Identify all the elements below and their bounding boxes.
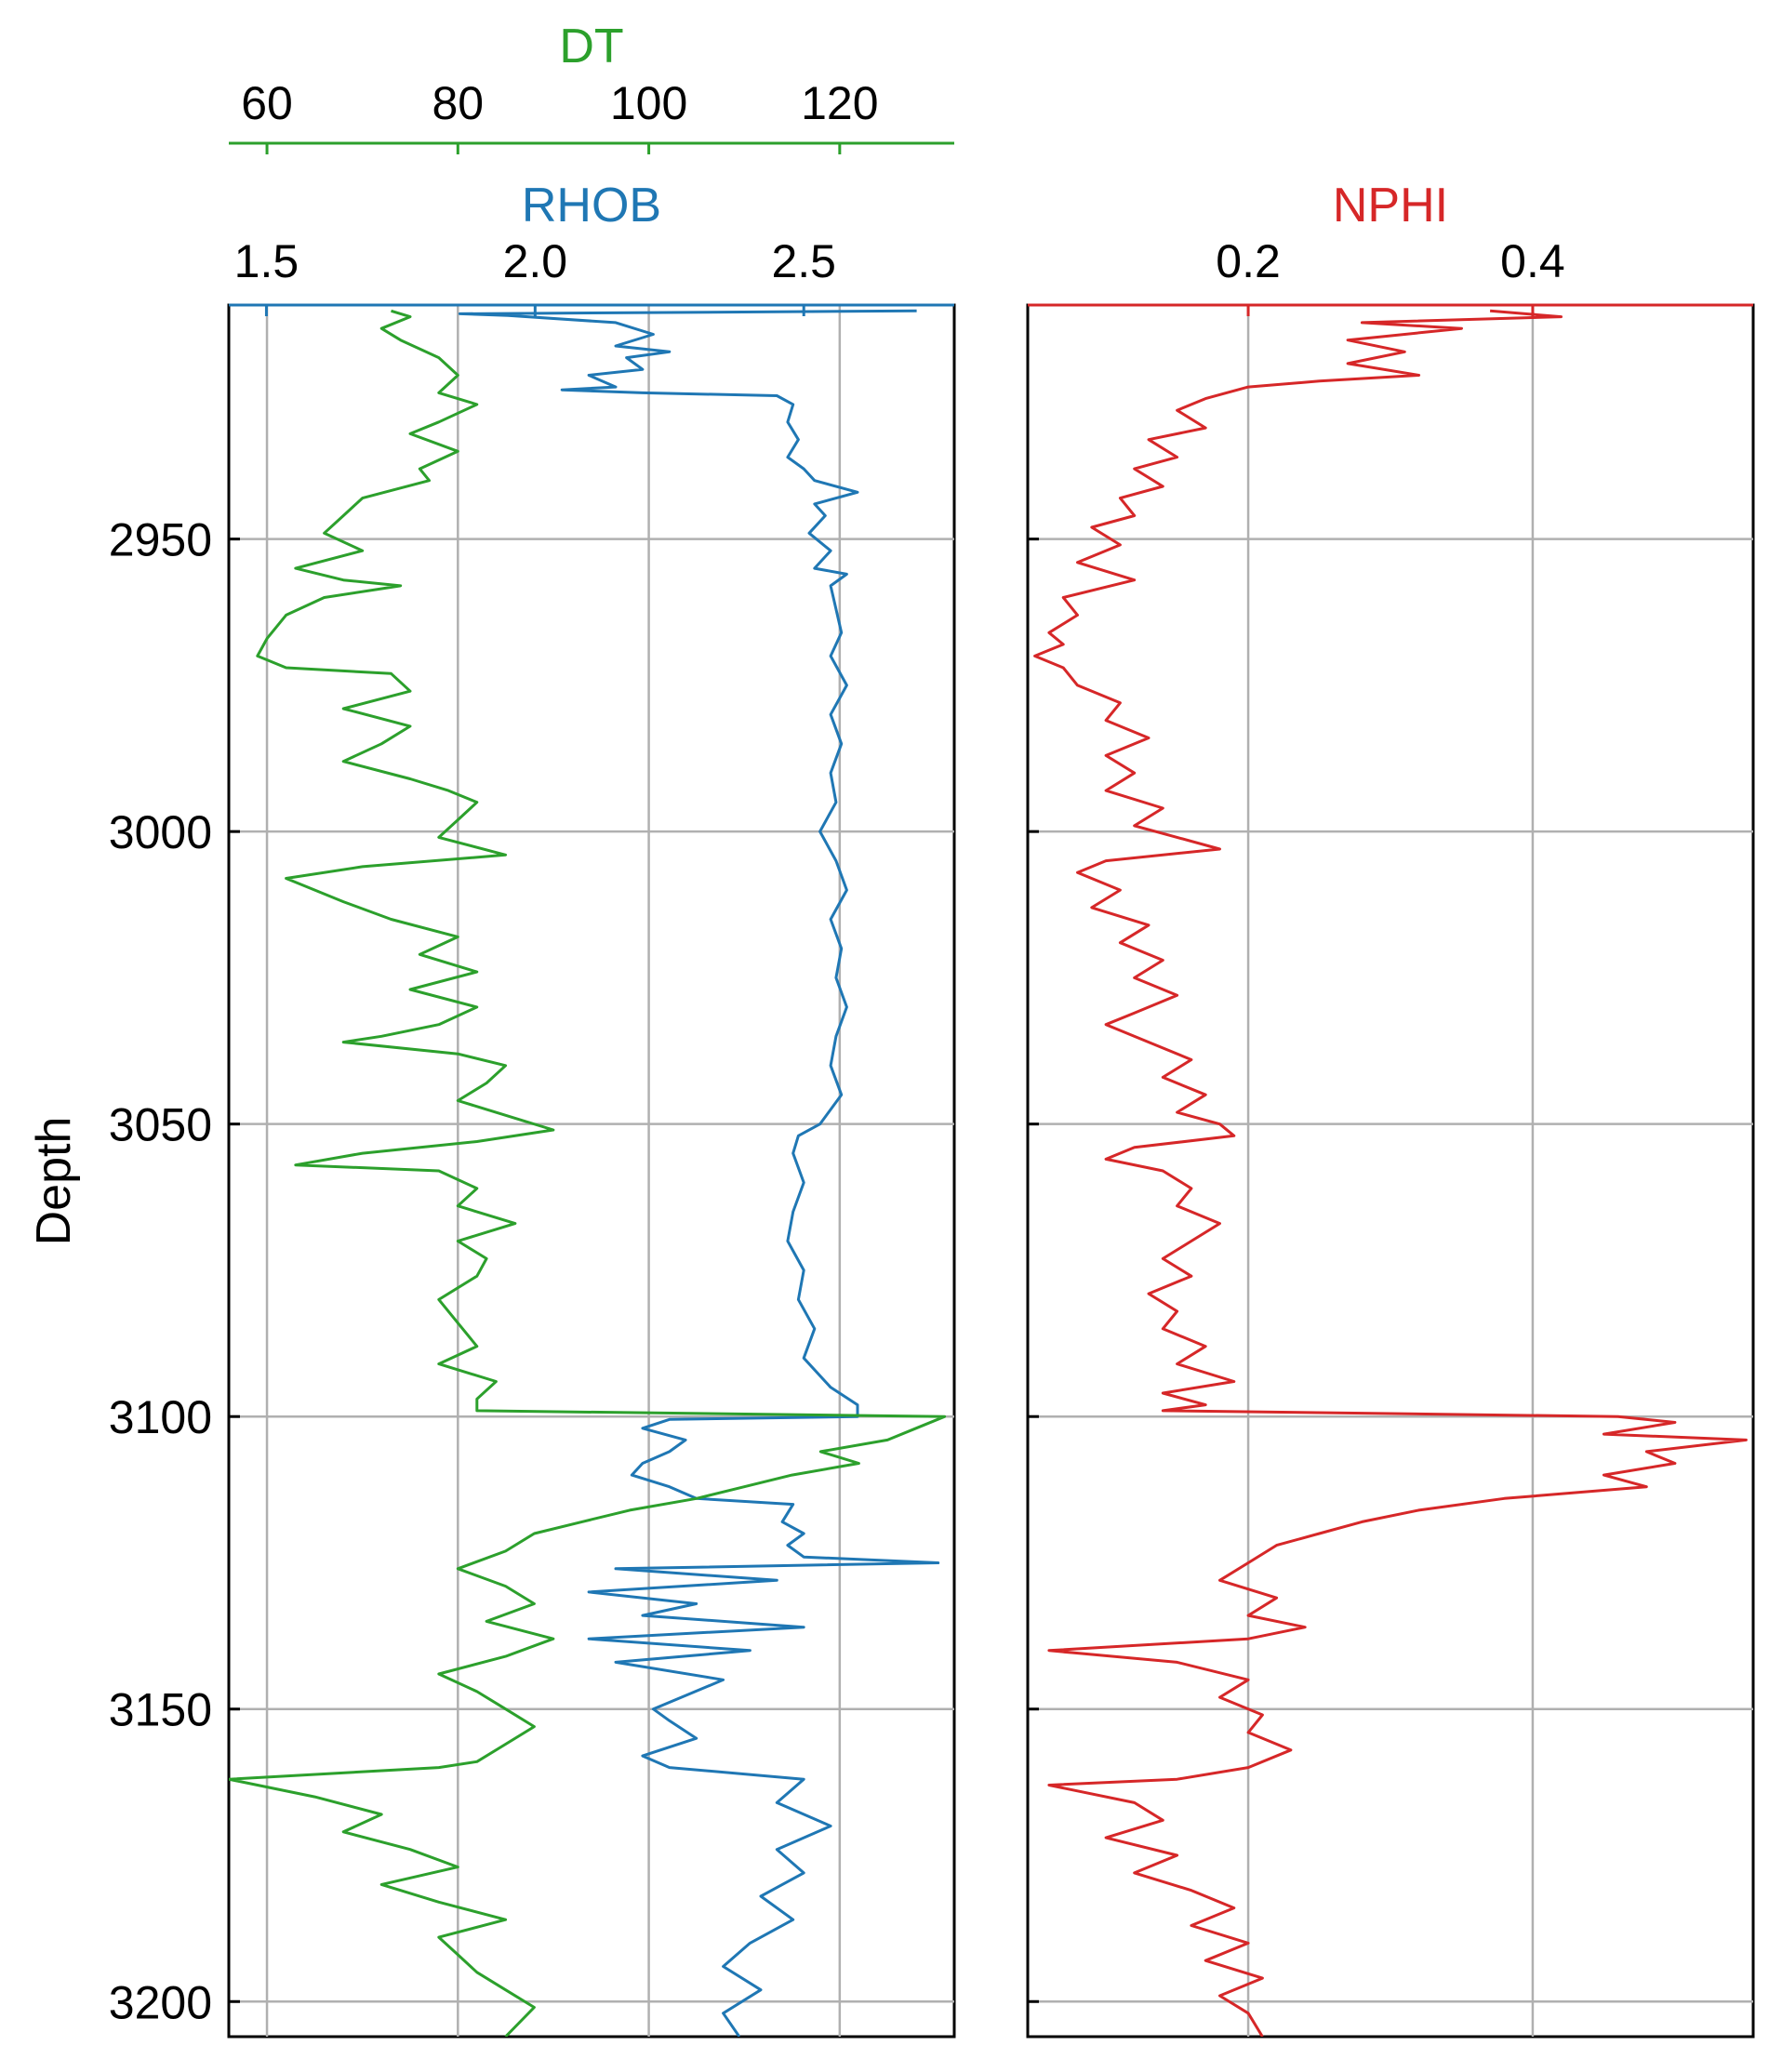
depth-tick-label: 3000 <box>109 806 212 858</box>
left-grid <box>229 305 954 2037</box>
right-grid <box>1028 305 1753 2037</box>
rhob-tick-label: 2.5 <box>771 235 836 287</box>
nphi-axis: 0.2 0.4 NPHI <box>1028 179 1753 316</box>
nphi-curve <box>1033 309 1748 2037</box>
dt-axis: 60 80 100 120 DT <box>229 20 954 154</box>
dt-tick-label: 100 <box>610 77 687 129</box>
depth-tick-label: 3100 <box>109 1391 212 1443</box>
left-track: 1.5 2.0 2.5 RHOB 60 80 100 120 DT 2950 3000 305… <box>27 20 956 2039</box>
rhob-axis-title: RHOB <box>522 179 661 232</box>
nphi-tick-label: 0.2 <box>1216 235 1281 287</box>
right-depth-ticks <box>1028 538 1039 2003</box>
dt-curve <box>229 309 947 2037</box>
depth-tick-label: 3050 <box>109 1099 212 1151</box>
dt-tick-label: 80 <box>432 77 485 129</box>
right-track-frame <box>1026 303 1755 2039</box>
depth-axis-label: Depth <box>27 1117 81 1246</box>
dt-tick-label: 120 <box>801 77 878 129</box>
dt-tick-label: 60 <box>241 77 293 129</box>
dt-ticks: 60 80 100 120 <box>241 77 879 154</box>
depth-tick-label: 3200 <box>109 1976 212 2028</box>
nphi-axis-title: NPHI <box>1333 179 1448 232</box>
left-series <box>229 309 947 2037</box>
nphi-ticks: 0.2 0.4 <box>1216 235 1565 316</box>
depth-tick-label: 3150 <box>109 1684 212 1736</box>
depth-tick-label: 2950 <box>109 514 212 566</box>
nphi-tick-label: 0.4 <box>1500 235 1565 287</box>
rhob-tick-label: 1.5 <box>234 235 299 287</box>
rhob-axis: 1.5 2.0 2.5 RHOB <box>229 179 954 316</box>
rhob-curve <box>458 309 940 2037</box>
rhob-tick-label: 2.0 <box>503 235 568 287</box>
right-track: 0.2 0.4 NPHI <box>1026 179 1755 2039</box>
right-series <box>1033 309 1748 2037</box>
dt-axis-title: DT <box>559 20 623 73</box>
left-track-frame <box>227 303 956 2039</box>
depth-axis-ticks: 2950 3000 3050 3100 3150 3200 <box>109 514 240 2028</box>
rhob-ticks: 1.5 2.0 2.5 <box>234 235 836 316</box>
